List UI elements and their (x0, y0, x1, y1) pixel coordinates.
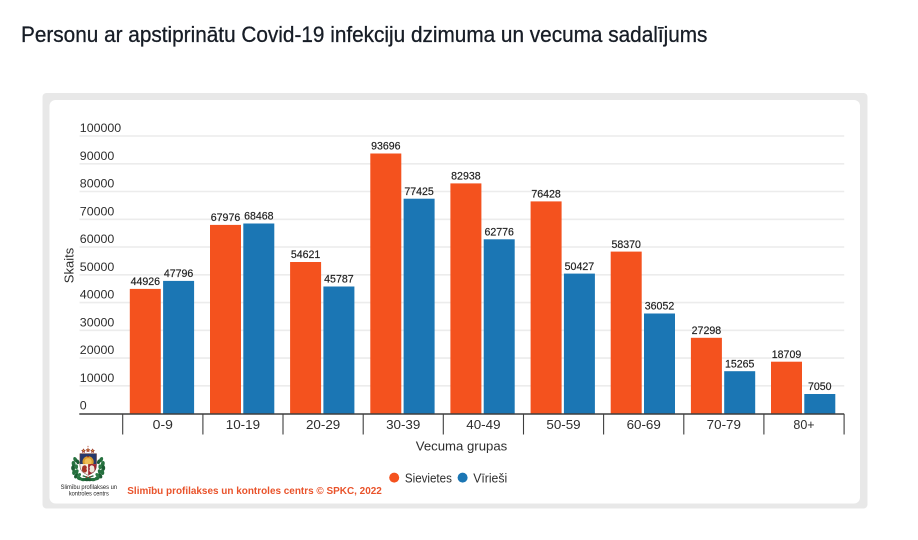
svg-text:50427: 50427 (565, 261, 595, 273)
svg-text:45787: 45787 (324, 274, 354, 286)
svg-text:60-69: 60-69 (627, 418, 661, 432)
svg-text:40000: 40000 (80, 288, 115, 302)
svg-text:100000: 100000 (80, 121, 121, 135)
svg-text:Slimību profilakses un: Slimību profilakses un (61, 484, 117, 491)
svg-text:Slimību profilakses un kontrol: Slimību profilakses un kontroles centrs … (127, 486, 382, 497)
svg-text:76428: 76428 (531, 189, 561, 201)
svg-text:60000: 60000 (80, 232, 115, 246)
svg-text:67976: 67976 (211, 212, 241, 224)
svg-text:40-49: 40-49 (466, 418, 500, 432)
svg-text:80000: 80000 (80, 177, 115, 191)
svg-text:18709: 18709 (772, 349, 802, 361)
svg-text:30-39: 30-39 (386, 418, 420, 432)
svg-text:0: 0 (80, 399, 87, 413)
svg-text:50-59: 50-59 (546, 418, 580, 432)
svg-text:Personu ar apstiprinātu Covid-: Personu ar apstiprinātu Covid-19 infekci… (21, 21, 708, 47)
svg-text:62776: 62776 (484, 227, 514, 239)
svg-text:0-9: 0-9 (153, 418, 173, 432)
svg-text:47796: 47796 (164, 268, 194, 280)
svg-text:7050: 7050 (808, 381, 832, 393)
svg-text:36052: 36052 (645, 301, 675, 313)
svg-text:20000: 20000 (80, 343, 115, 357)
svg-text:90000: 90000 (80, 149, 115, 163)
svg-text:44926: 44926 (131, 276, 161, 288)
svg-text:93696: 93696 (371, 141, 401, 153)
svg-text:70-79: 70-79 (707, 418, 741, 432)
svg-text:50000: 50000 (80, 260, 115, 274)
svg-text:77425: 77425 (404, 186, 434, 198)
svg-text:54621: 54621 (291, 249, 321, 261)
svg-text:58370: 58370 (611, 239, 641, 251)
svg-text:82938: 82938 (451, 171, 481, 183)
svg-text:kontroles centrs: kontroles centrs (69, 491, 109, 497)
svg-text:27298: 27298 (692, 325, 722, 337)
svg-text:20-29: 20-29 (306, 418, 340, 432)
svg-text:Vecuma grupas: Vecuma grupas (416, 438, 508, 453)
svg-text:68468: 68468 (244, 211, 274, 223)
svg-text:Vīrieši: Vīrieši (473, 471, 507, 485)
svg-text:10000: 10000 (80, 371, 115, 385)
svg-text:Sievietes: Sievietes (405, 471, 452, 486)
svg-text:15265: 15265 (725, 358, 755, 370)
svg-text:Skaits: Skaits (62, 247, 77, 283)
svg-text:70000: 70000 (80, 204, 115, 218)
svg-text:30000: 30000 (80, 315, 115, 329)
svg-text:10-19: 10-19 (226, 418, 260, 432)
svg-text:80+: 80+ (793, 418, 814, 432)
